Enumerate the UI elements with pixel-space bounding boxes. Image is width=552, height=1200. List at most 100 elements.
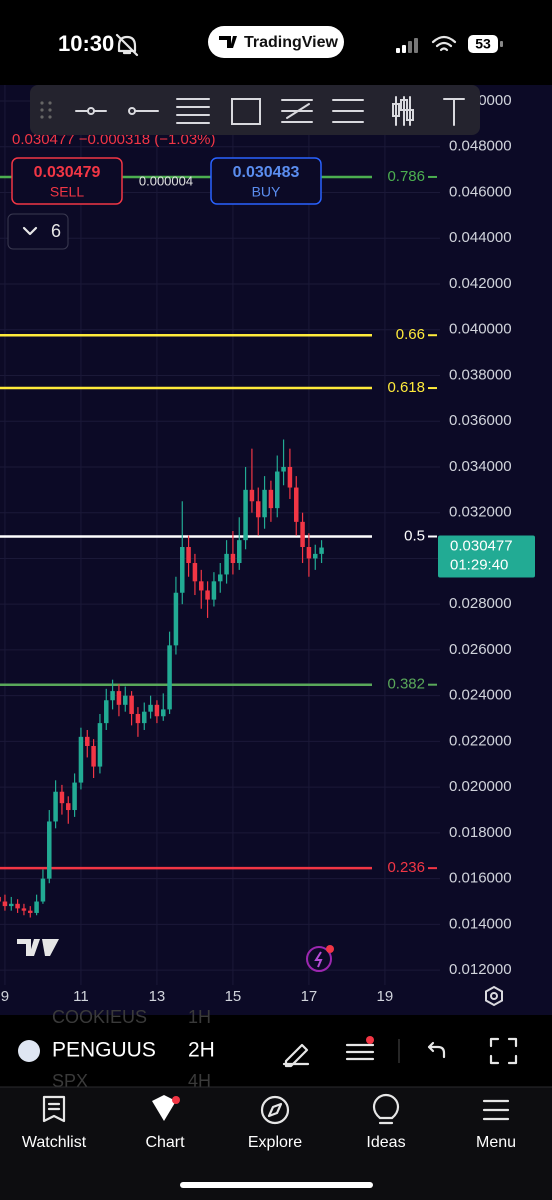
candle-body [97,723,103,767]
y-tick-label: 0.044000 [449,229,512,246]
candle-body [306,547,312,559]
tool-rectangle[interactable] [231,98,261,125]
candle-body [287,466,293,488]
spread: 0.000004 [139,173,193,188]
app-pill[interactable] [208,26,344,58]
candle-body [205,590,210,600]
explore-icon [260,1095,290,1125]
battery-tip [500,41,503,47]
y-tick-label: 0.026000 [449,641,512,658]
nav-labels: Watchlist Chart Explore Ideas Menu [22,1134,516,1151]
watchlist-icon [42,1095,66,1123]
y-tick-label: 0.038000 [449,366,512,383]
undo-button[interactable] [427,1041,446,1059]
fib-label: 0.786 [387,168,425,185]
tool-horizontal-ray[interactable] [128,107,159,115]
x-tick-label: 17 [301,988,318,1005]
home-indicator [180,1182,373,1188]
candle-body [180,547,185,593]
tv-watermark [17,939,59,956]
nav-label[interactable]: Menu [476,1134,516,1151]
y-tick-label: 0.048000 [449,138,512,155]
bolt [314,951,323,968]
sell-label: SELL [50,184,84,200]
y-tick-label: 0.014000 [449,915,512,932]
y-tick-label: 0.040000 [449,321,512,338]
wifi-icon [431,35,457,52]
nav-label[interactable]: Ideas [366,1134,405,1151]
candle-body [167,645,172,710]
candle-body [15,903,20,909]
candle-body [161,709,166,717]
bar-countdown: 01:29:40 [450,557,508,574]
sell-price: 0.030479 [34,164,101,181]
sell-button[interactable] [11,157,123,205]
candle-body [2,901,8,907]
badge [172,1096,180,1104]
candle-body [256,501,261,518]
indicator-count: 6 [51,221,61,241]
y-tick-label: 0.036000 [449,412,512,429]
symbol-icon [18,1040,40,1062]
candle-body [313,553,318,559]
candle-body [0,896,1,902]
app-name: TradingView [244,34,339,51]
symbol[interactable]: PENGUUS [52,1039,156,1062]
alerts-icon[interactable] [306,946,332,972]
faded-symbol: SPX [52,1071,88,1091]
candle-body [224,553,229,575]
axes: 0.012000 0.014000 0.016000 0.018000 0.020000… [1,92,535,1005]
y-tick-label: 0.016000 [449,870,512,887]
tool-channel[interactable] [281,99,313,123]
buy-button[interactable] [210,157,322,205]
settings-dot [490,992,498,1000]
candle-body [148,704,153,712]
indicators-toggle[interactable] [7,213,69,250]
tool-horizontal-line[interactable] [75,107,107,115]
candle-body [28,910,33,913]
candle-body [129,695,134,714]
candle-body [9,903,14,907]
candle-body [110,691,115,701]
nav-label[interactable]: Watchlist [22,1134,87,1151]
candle-body [72,782,77,811]
tool-candles[interactable] [392,96,414,126]
chevron [22,226,38,236]
interval[interactable]: 2H [188,1039,215,1062]
x-tick-label: 9 [1,988,9,1005]
price-change: 0.030477 −0.000318 (−1.03%) [12,131,216,148]
tool-projection[interactable] [332,99,364,123]
clock: 10:30 [58,31,114,56]
candle-body [123,695,128,705]
y-tick-label: 0.042000 [449,275,512,292]
candle-body [78,736,84,783]
tool-fib[interactable] [176,98,210,124]
candle-body [218,574,223,582]
candle-body [319,547,324,554]
candle-body [53,791,58,822]
nav-label[interactable]: Chart [145,1134,185,1151]
signal-icon [396,38,418,53]
y-tick-label: 0.012000 [449,961,512,978]
last-price-tag [438,535,535,578]
faded-interval: 4H [188,1071,211,1091]
candle-body [268,489,274,509]
draw-button[interactable] [282,1043,310,1068]
indicators-button[interactable] [345,1043,375,1061]
candle-body [262,489,267,518]
fullscreen-button[interactable] [489,1037,518,1065]
candle-body [85,736,90,746]
candle-body [192,563,198,582]
x-tick-label: 19 [377,988,394,1005]
settings-icon[interactable] [485,985,503,1007]
x-tick-label: 15 [225,988,242,1005]
tool-text[interactable] [443,98,465,126]
nav-label[interactable]: Explore [248,1134,302,1151]
candle-body [243,489,248,541]
x-tick-label: 13 [149,988,166,1005]
last-price: 0.030477 [450,538,513,555]
faded-symbol: COOKIEUS [52,1007,147,1027]
symbol-bar [0,1015,552,1087]
